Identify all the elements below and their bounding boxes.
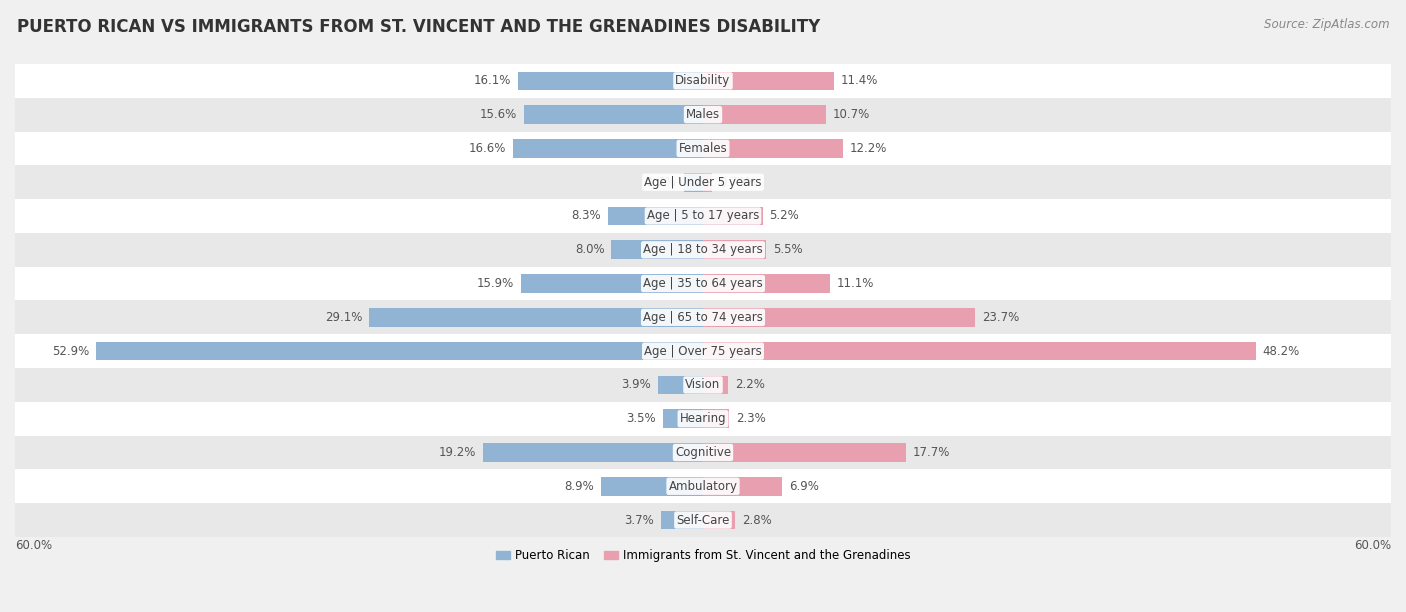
Bar — [519, 72, 703, 90]
Bar — [661, 511, 703, 529]
Bar — [703, 308, 974, 327]
Text: 60.0%: 60.0% — [15, 539, 52, 551]
Bar — [15, 469, 1391, 503]
Text: Disability: Disability — [675, 74, 731, 88]
Text: 6.9%: 6.9% — [789, 480, 818, 493]
Text: 60.0%: 60.0% — [1354, 539, 1391, 551]
Bar — [703, 105, 825, 124]
Text: Cognitive: Cognitive — [675, 446, 731, 459]
Text: 52.9%: 52.9% — [52, 345, 90, 357]
Text: 16.6%: 16.6% — [468, 142, 506, 155]
Text: 1.7%: 1.7% — [647, 176, 676, 188]
Text: Self-Care: Self-Care — [676, 513, 730, 526]
Text: 8.9%: 8.9% — [564, 480, 595, 493]
Bar — [662, 409, 703, 428]
Text: 3.9%: 3.9% — [621, 378, 651, 392]
Text: 10.7%: 10.7% — [832, 108, 870, 121]
Text: Vision: Vision — [685, 378, 721, 392]
Bar — [612, 241, 703, 259]
Bar — [513, 139, 703, 158]
Bar — [15, 199, 1391, 233]
Bar — [703, 511, 735, 529]
Text: PUERTO RICAN VS IMMIGRANTS FROM ST. VINCENT AND THE GRENADINES DISABILITY: PUERTO RICAN VS IMMIGRANTS FROM ST. VINC… — [17, 18, 820, 36]
Bar — [703, 443, 905, 462]
Bar — [524, 105, 703, 124]
Text: 2.2%: 2.2% — [735, 378, 765, 392]
Text: 11.1%: 11.1% — [837, 277, 875, 290]
Text: 15.9%: 15.9% — [477, 277, 513, 290]
Text: 11.4%: 11.4% — [841, 74, 877, 88]
Bar — [703, 342, 1256, 360]
Bar — [607, 207, 703, 225]
Bar — [15, 64, 1391, 98]
Bar — [703, 274, 831, 293]
Text: Age | 5 to 17 years: Age | 5 to 17 years — [647, 209, 759, 223]
Text: 2.8%: 2.8% — [742, 513, 772, 526]
Bar — [15, 267, 1391, 300]
Text: 0.79%: 0.79% — [718, 176, 756, 188]
Text: 2.3%: 2.3% — [737, 412, 766, 425]
Bar — [482, 443, 703, 462]
Text: 3.5%: 3.5% — [626, 412, 657, 425]
Bar — [683, 173, 703, 192]
Text: 16.1%: 16.1% — [474, 74, 512, 88]
Bar — [15, 368, 1391, 402]
Text: 5.2%: 5.2% — [769, 209, 799, 223]
Bar — [703, 207, 762, 225]
Text: Hearing: Hearing — [679, 412, 727, 425]
Text: 3.7%: 3.7% — [624, 513, 654, 526]
Bar — [703, 72, 834, 90]
Bar — [15, 334, 1391, 368]
Text: 23.7%: 23.7% — [981, 311, 1019, 324]
Text: 29.1%: 29.1% — [325, 311, 363, 324]
Text: Age | 35 to 64 years: Age | 35 to 64 years — [643, 277, 763, 290]
Bar — [15, 300, 1391, 334]
Text: 17.7%: 17.7% — [912, 446, 950, 459]
Bar — [520, 274, 703, 293]
Bar — [370, 308, 703, 327]
Bar — [97, 342, 703, 360]
Text: 8.0%: 8.0% — [575, 244, 605, 256]
Text: Age | 18 to 34 years: Age | 18 to 34 years — [643, 244, 763, 256]
Text: 12.2%: 12.2% — [849, 142, 887, 155]
Bar — [703, 139, 842, 158]
Bar — [703, 241, 766, 259]
Bar — [703, 376, 728, 394]
Text: 19.2%: 19.2% — [439, 446, 477, 459]
Text: Age | Over 75 years: Age | Over 75 years — [644, 345, 762, 357]
Text: Source: ZipAtlas.com: Source: ZipAtlas.com — [1264, 18, 1389, 31]
Text: 8.3%: 8.3% — [571, 209, 600, 223]
Bar — [15, 98, 1391, 132]
Text: Females: Females — [679, 142, 727, 155]
Bar — [703, 173, 711, 192]
Bar — [15, 436, 1391, 469]
Bar — [15, 132, 1391, 165]
Bar — [658, 376, 703, 394]
Text: 5.5%: 5.5% — [773, 244, 803, 256]
Text: Males: Males — [686, 108, 720, 121]
Text: Ambulatory: Ambulatory — [668, 480, 738, 493]
Bar — [15, 503, 1391, 537]
Bar — [600, 477, 703, 496]
Text: 48.2%: 48.2% — [1263, 345, 1299, 357]
Bar — [703, 409, 730, 428]
Bar — [15, 165, 1391, 199]
Bar — [15, 402, 1391, 436]
Text: 15.6%: 15.6% — [479, 108, 517, 121]
Text: Age | 65 to 74 years: Age | 65 to 74 years — [643, 311, 763, 324]
Legend: Puerto Rican, Immigrants from St. Vincent and the Grenadines: Puerto Rican, Immigrants from St. Vincen… — [491, 544, 915, 567]
Bar — [15, 233, 1391, 267]
Text: Age | Under 5 years: Age | Under 5 years — [644, 176, 762, 188]
Bar — [703, 477, 782, 496]
